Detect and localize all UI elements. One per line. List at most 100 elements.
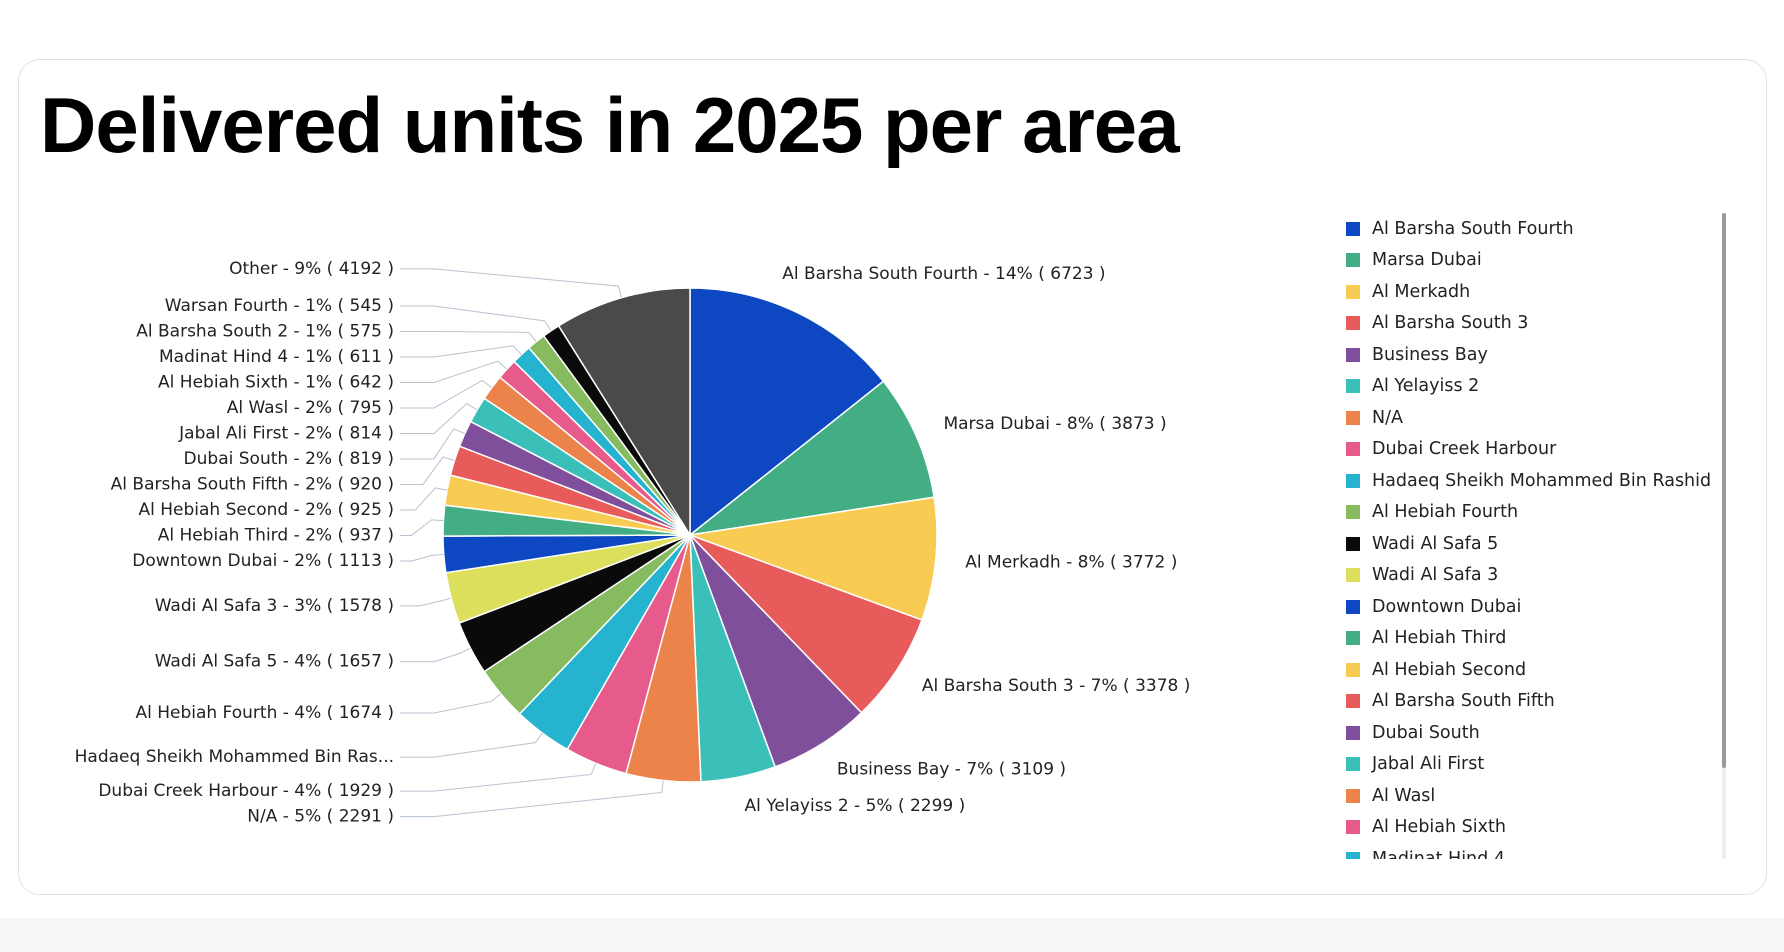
- data-label: Hadaeq Sheikh Mohammed Bin Ras...: [75, 747, 394, 767]
- legend-swatch: [1346, 473, 1360, 488]
- legend-item[interactable]: Al Yelayiss 2: [1346, 371, 1726, 403]
- data-label: Al Barsha South 3 - 7% ( 3378 ): [922, 676, 1191, 696]
- data-label: Wadi Al Safa 3 - 3% ( 1578 ): [155, 596, 394, 616]
- legend-label: Downtown Dubai: [1372, 596, 1522, 617]
- data-label: Madinat Hind 4 - 1% ( 611 ): [159, 347, 394, 367]
- legend-swatch: [1346, 568, 1360, 583]
- legend-swatch: [1346, 662, 1360, 677]
- legend-label: N/A: [1372, 407, 1403, 428]
- legend-item[interactable]: Madinat Hind 4: [1346, 843, 1726, 859]
- leader-line: [400, 487, 448, 511]
- leader-line: [400, 519, 444, 536]
- legend-label: Business Bay: [1372, 344, 1488, 365]
- legend-item[interactable]: Dubai Creek Harbour: [1346, 434, 1726, 466]
- legend-label: Al Hebiah Third: [1372, 628, 1507, 649]
- legend-label: Al Hebiah Second: [1372, 659, 1527, 680]
- legend-label: Al Barsha South Fourth: [1372, 218, 1574, 239]
- legend-swatch: [1346, 347, 1360, 362]
- leader-line: [400, 647, 471, 663]
- leader-line: [400, 345, 522, 358]
- data-label: Al Barsha South Fourth - 14% ( 6723 ): [782, 264, 1105, 284]
- leader-line: [400, 597, 452, 607]
- data-label: Other - 9% ( 4192 ): [229, 259, 394, 279]
- legend-label: Marsa Dubai: [1372, 250, 1482, 271]
- legend-item[interactable]: Jabal Ali First: [1346, 749, 1726, 781]
- legend-item[interactable]: N/A: [1346, 402, 1726, 434]
- data-label: Warsan Fourth - 1% ( 545 ): [165, 296, 394, 316]
- data-label: Al Hebiah Fourth - 4% ( 1674 ): [135, 703, 394, 723]
- legend-item[interactable]: Dubai South: [1346, 717, 1726, 749]
- leader-line: [400, 268, 623, 298]
- legend-label: Al Yelayiss 2: [1372, 376, 1480, 397]
- legend-item[interactable]: Downtown Dubai: [1346, 591, 1726, 623]
- legend-label: Hadaeq Sheikh Mohammed Bin Rashid: [1372, 470, 1712, 491]
- legend-item[interactable]: Al Hebiah Second: [1346, 654, 1726, 686]
- leader-line: [400, 379, 493, 409]
- pie-slice: [689, 496, 938, 621]
- leader-line: [400, 693, 502, 714]
- legend-swatch: [1346, 379, 1360, 394]
- legend-item[interactable]: Marsa Dubai: [1346, 245, 1726, 277]
- data-label: N/A - 5% ( 2291 ): [247, 807, 394, 827]
- pie-slice: [557, 287, 691, 538]
- legend-item[interactable]: Al Merkadh: [1346, 276, 1726, 308]
- data-label: Al Barsha South 2 - 1% ( 575 ): [136, 321, 394, 341]
- legend-item[interactable]: Al Barsha South Fourth: [1346, 213, 1726, 245]
- legend-item[interactable]: Business Bay: [1346, 339, 1726, 371]
- leader-line: [400, 732, 543, 758]
- legend-swatch: [1346, 284, 1360, 299]
- data-label: Al Hebiah Sixth - 1% ( 642 ): [158, 372, 394, 392]
- legend-swatch: [1346, 631, 1360, 646]
- legend-swatch: [1346, 694, 1360, 709]
- data-label: Dubai South - 2% ( 819 ): [184, 449, 394, 469]
- legend-label: Al Barsha South Fifth: [1372, 691, 1555, 712]
- data-label: Dubai Creek Harbour - 4% ( 1929 ): [98, 781, 394, 801]
- data-label: Al Barsha South Fifth - 2% ( 920 ): [111, 474, 394, 494]
- legend-item[interactable]: Al Hebiah Third: [1346, 623, 1726, 655]
- legend-label: Al Merkadh: [1372, 281, 1471, 302]
- legend-swatch: [1346, 410, 1360, 425]
- leader-line: [400, 553, 444, 562]
- legend-swatch: [1346, 599, 1360, 614]
- legend-item[interactable]: Al Barsha South 3: [1346, 308, 1726, 340]
- legend[interactable]: Al Barsha South Fourth Marsa Dubai Al Merk…: [1346, 213, 1726, 859]
- legend-swatch: [1346, 442, 1360, 457]
- legend-swatch: [1346, 757, 1360, 772]
- legend-swatch: [1346, 505, 1360, 520]
- pie-slice: [689, 287, 885, 537]
- leader-line: [400, 403, 478, 434]
- legend-item[interactable]: Wadi Al Safa 3: [1346, 560, 1726, 592]
- data-label: Al Hebiah Second - 2% ( 925 ): [138, 500, 394, 520]
- legend-label: Dubai South: [1372, 722, 1480, 743]
- data-label: Al Wasl - 2% ( 795 ): [227, 398, 394, 418]
- legend-label: Wadi Al Safa 3: [1372, 565, 1499, 586]
- data-label: Marsa Dubai - 8% ( 3873 ): [943, 414, 1166, 434]
- legend-swatch: [1346, 820, 1360, 835]
- legend-item[interactable]: Al Barsha South Fifth: [1346, 686, 1726, 718]
- legend-item[interactable]: Al Hebiah Sixth: [1346, 812, 1726, 844]
- legend-item[interactable]: Wadi Al Safa 5: [1346, 528, 1726, 560]
- data-label: Business Bay - 7% ( 3109 ): [837, 759, 1066, 779]
- legend-swatch: [1346, 221, 1360, 236]
- scrollbar[interactable]: [1722, 213, 1726, 768]
- legend-swatch: [1346, 316, 1360, 331]
- legend-label: Wadi Al Safa 5: [1372, 533, 1499, 554]
- legend-label: Jabal Ali First: [1372, 754, 1485, 775]
- legend-label: Dubai Creek Harbour: [1372, 439, 1557, 460]
- pie-slice: [689, 534, 923, 714]
- leader-line: [400, 456, 455, 485]
- data-label: Al Yelayiss 2 - 5% ( 2299 ): [744, 796, 965, 816]
- legend-item[interactable]: Hadaeq Sheikh Mohammed Bin Rashid: [1346, 465, 1726, 497]
- data-label: Al Hebiah Third - 2% ( 937 ): [158, 525, 394, 545]
- data-label: Al Merkadh - 8% ( 3772 ): [965, 552, 1177, 572]
- leader-line: [400, 360, 508, 383]
- legend-item[interactable]: Al Wasl: [1346, 780, 1726, 812]
- leader-line: [400, 763, 597, 792]
- legend-swatch: [1346, 536, 1360, 551]
- legend-label: Al Wasl: [1372, 785, 1436, 806]
- legend-item[interactable]: Al Hebiah Fourth: [1346, 497, 1726, 529]
- leader-line: [400, 305, 552, 332]
- legend-swatch: [1346, 725, 1360, 740]
